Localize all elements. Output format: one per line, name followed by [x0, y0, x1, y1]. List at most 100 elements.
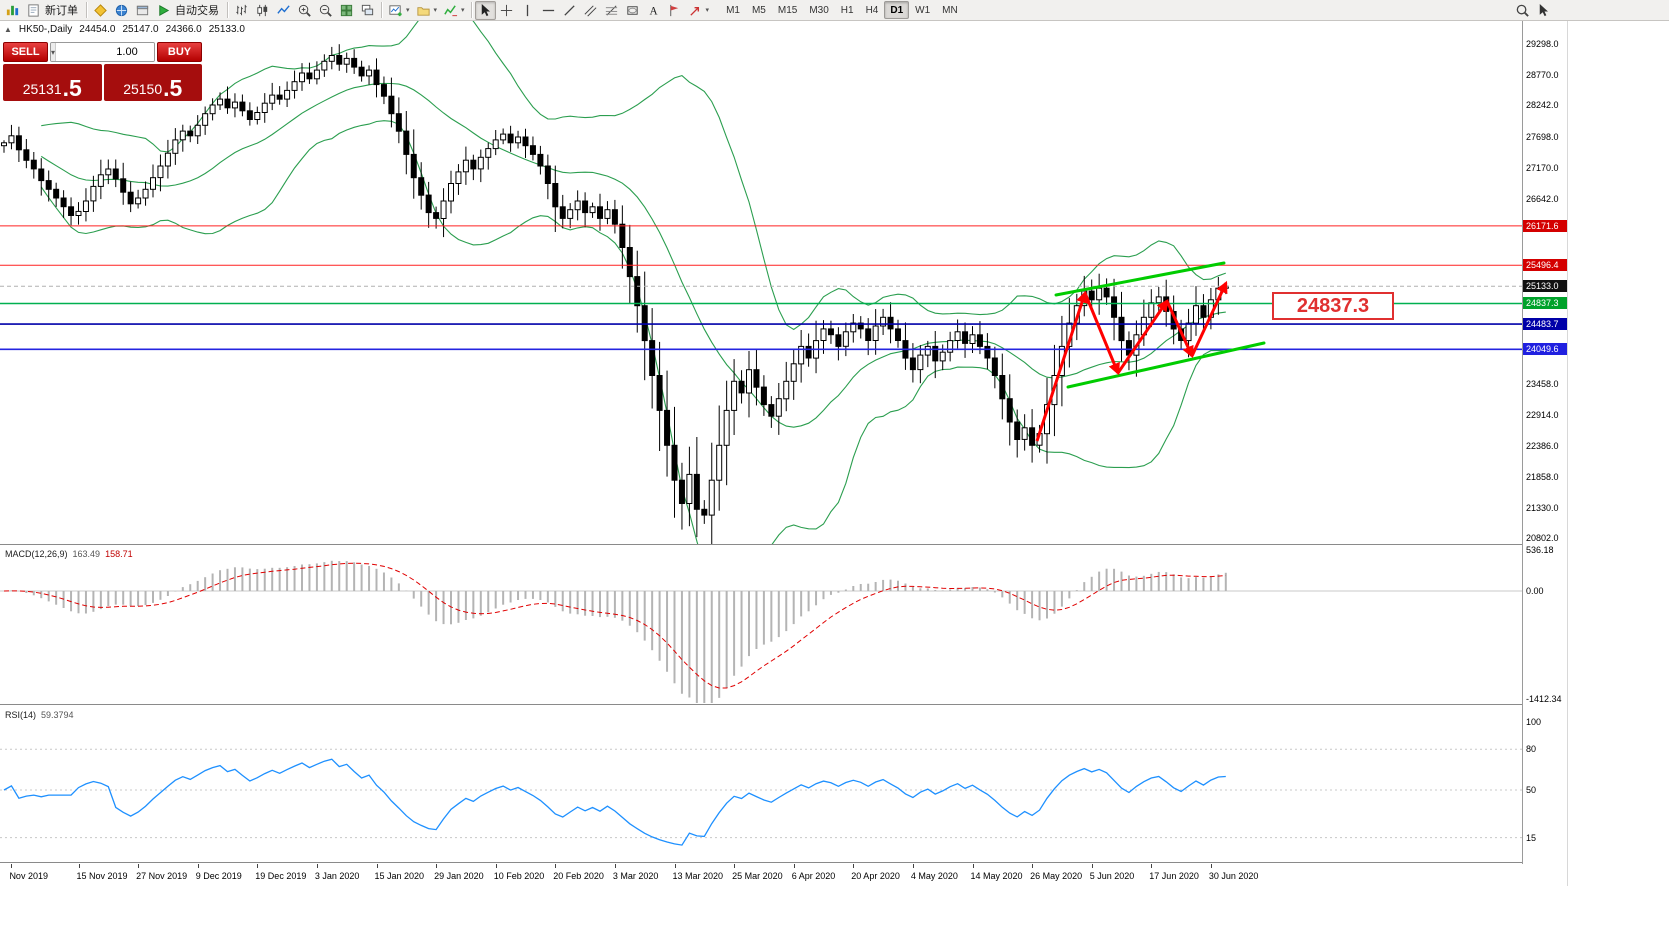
- trendline-tool-button[interactable]: [559, 1, 580, 20]
- time-axis-label: 3 Jan 2020: [314, 871, 360, 881]
- svg-text:A: A: [649, 5, 658, 17]
- macd-main-value: 163.49: [72, 549, 101, 559]
- new-chart-button[interactable]: ▾: [385, 1, 413, 20]
- line-icon: [276, 3, 291, 18]
- sell-price-fraction: .5: [62, 75, 82, 101]
- timeframe-group: M1 M5 M15 M30 H1 H4 D1 W1 MN: [720, 1, 964, 19]
- buy-price[interactable]: 25150.5: [103, 64, 202, 101]
- pointer-button[interactable]: [1533, 1, 1554, 20]
- terminal-button[interactable]: [132, 1, 153, 20]
- fibonacci-tool-button[interactable]: [601, 1, 622, 20]
- time-axis-tick: [495, 864, 497, 868]
- strategy-tester-button[interactable]: [111, 1, 132, 20]
- time-axis-tick: [197, 864, 199, 868]
- time-axis-label: 4 May 2020: [910, 871, 958, 881]
- time-axis-label: 10 Feb 2020: [493, 871, 545, 881]
- cursor-tool-button[interactable]: [474, 0, 496, 20]
- price-scale-label: 28770.0: [1526, 70, 1559, 80]
- price-scale-tag: 25496.4: [1523, 259, 1567, 271]
- sell-price[interactable]: 25131.5: [3, 64, 102, 101]
- main-chart-canvas[interactable]: [0, 21, 1522, 544]
- timeframe-m15-button[interactable]: M15: [777, 4, 798, 16]
- price-scale-label: 21330.0: [1526, 503, 1559, 513]
- trendline-icon: [562, 3, 577, 18]
- horizontal-line-tool-button[interactable]: [538, 1, 559, 20]
- volume-input[interactable]: [56, 43, 154, 61]
- bar-chart-button[interactable]: [231, 1, 252, 20]
- timeframe-mn-button[interactable]: MN: [942, 4, 958, 16]
- dropdown-caret-icon[interactable]: ▾: [406, 7, 410, 14]
- auto-trading-button[interactable]: 自动交易: [153, 1, 224, 20]
- metaeditor-icon: [93, 3, 108, 18]
- time-axis[interactable]: Nov 2019 15 Nov 2019 27 Nov 2019 9 Dec 2019…: [0, 864, 1567, 886]
- timeframe-h1-button[interactable]: H1: [840, 4, 854, 16]
- time-axis-label: 5 Jun 2020: [1089, 871, 1135, 881]
- search-button[interactable]: [1512, 1, 1533, 20]
- indicators-button[interactable]: ▾: [440, 1, 468, 20]
- new-order-button[interactable]: 新订单: [23, 1, 83, 20]
- crosshair-tool-button[interactable]: [496, 1, 517, 20]
- app-logo: [2, 1, 23, 20]
- timeframe-m30-button[interactable]: M30: [809, 4, 829, 16]
- candlestick-chart-button[interactable]: [252, 1, 273, 20]
- time-axis-tick: [316, 864, 318, 868]
- toolbar: 新订单 自动交易 ▾ ▾ ▾ A ▾ M1 M5 M15 M30 H1 H4 D1 W1 MN: [0, 0, 1669, 21]
- chart-symbol-period: HK50-,Daily: [18, 24, 73, 35]
- vertical-line-tool-button[interactable]: [517, 1, 538, 20]
- time-axis-label: Nov 2019: [9, 871, 48, 881]
- zoom-out-button[interactable]: [315, 1, 336, 20]
- timeframe-m1-button[interactable]: M1: [726, 4, 740, 16]
- toolbar-separator: [381, 2, 382, 18]
- cascade-windows-button[interactable]: [357, 1, 378, 20]
- toolbar-separator: [470, 2, 472, 18]
- timeframe-m5-button[interactable]: M5: [751, 4, 766, 16]
- candles-icon: [255, 3, 270, 18]
- dropdown-caret-icon[interactable]: ▾: [461, 7, 465, 14]
- text-tool-button[interactable]: A: [643, 1, 664, 20]
- panel-separator[interactable]: [0, 704, 1567, 705]
- panel-separator[interactable]: [0, 544, 1567, 545]
- metaeditor-button[interactable]: [90, 1, 111, 20]
- timeframe-h4-button[interactable]: H4: [865, 4, 879, 16]
- time-axis-label: 26 May 2020: [1030, 871, 1083, 881]
- rsi-chart-canvas[interactable]: [0, 705, 1522, 861]
- time-axis-tick: [734, 864, 736, 868]
- search-icon: [1515, 3, 1530, 18]
- time-axis-label: 15 Jan 2020: [374, 871, 425, 881]
- tile-windows-button[interactable]: [336, 1, 357, 20]
- line-chart-button[interactable]: [273, 1, 294, 20]
- dropdown-caret-icon[interactable]: ▾: [705, 7, 710, 14]
- volume-spinner: ▾ ▴: [50, 42, 155, 62]
- zoom-in-button[interactable]: [294, 1, 315, 20]
- price-scale-label: 20802.0: [1526, 533, 1559, 543]
- sell-button[interactable]: SELL: [3, 42, 48, 62]
- price-scale-tag: 26171.6: [1523, 220, 1567, 232]
- time-axis-tick: [912, 864, 914, 868]
- buy-price-fraction: .5: [163, 75, 183, 101]
- dropdown-caret-icon[interactable]: ▾: [433, 7, 438, 14]
- fibo-icon: [604, 3, 619, 18]
- price-scale-tag: 25133.0: [1523, 280, 1567, 292]
- label-tool-button[interactable]: [664, 1, 685, 20]
- price-scale-label: 28242.0: [1526, 100, 1559, 110]
- price-scale[interactable]: 29298.0 28770.0 28242.0 27698.0 27170.0 26642…: [1523, 21, 1567, 886]
- macd-scale-label: 536.18: [1526, 545, 1554, 555]
- tester-icon: [114, 3, 129, 18]
- channel-tool-button[interactable]: [580, 1, 601, 20]
- label-icon: [667, 3, 682, 18]
- buy-button[interactable]: BUY: [157, 42, 202, 62]
- profiles-button[interactable]: ▾: [413, 1, 441, 20]
- logo-icon: [5, 3, 20, 18]
- collapse-panel-icon[interactable]: ▲: [4, 25, 12, 34]
- time-axis-tick: [1210, 864, 1212, 868]
- new-order-button-label: 新订单: [45, 5, 78, 17]
- price-annotation-box[interactable]: 24837.3: [1272, 292, 1394, 320]
- timeframe-w1-button[interactable]: W1: [915, 4, 931, 16]
- macd-chart-canvas[interactable]: [0, 545, 1522, 703]
- arrows-tool-button[interactable]: ▾: [685, 1, 713, 20]
- timeframe-d1-button[interactable]: D1: [884, 1, 910, 19]
- volume-decrease-button[interactable]: ▾: [51, 43, 57, 61]
- shapes-tool-button[interactable]: [622, 1, 643, 20]
- rsi-value: 59.3794: [41, 710, 74, 720]
- time-axis-label: 17 Jun 2020: [1149, 871, 1199, 881]
